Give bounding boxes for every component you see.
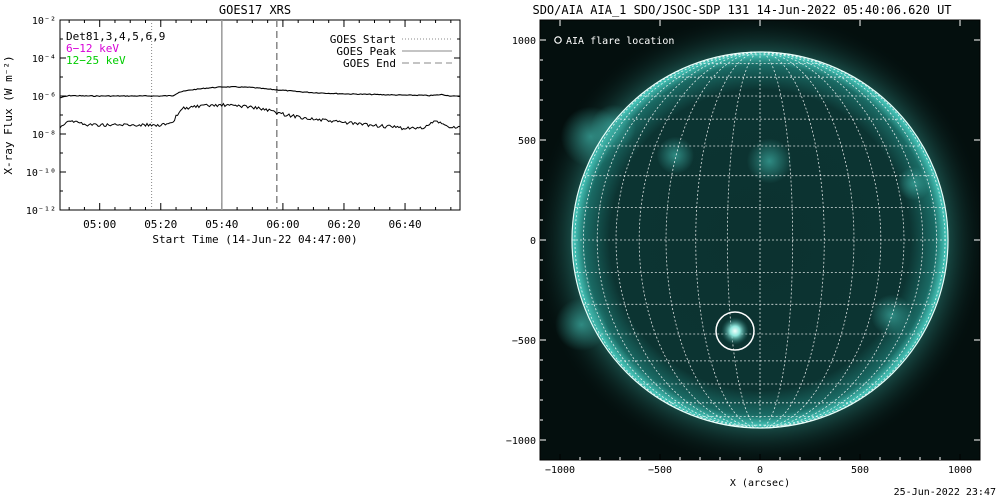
goes-x-tick-label: 05:00 <box>83 218 116 231</box>
goes-left-legend: Det81,3,4,5,6,9 6−12 keV 12−25 keV <box>66 30 165 67</box>
goes-x-axis-label: Start Time (14-Jun-22 04:47:00) <box>152 233 357 246</box>
longitude-line <box>759 51 938 429</box>
active-region-glow <box>555 298 608 351</box>
aia-x-tick-label: −1000 <box>545 465 575 476</box>
longitude-line <box>759 51 905 429</box>
goes-y-tick-labels: 10⁻² 10⁻⁴ 10⁻⁶ 10⁻⁸ 10⁻¹⁰ 10⁻¹² <box>26 16 56 217</box>
aia-y-tick-label: 500 <box>518 136 536 147</box>
goes-y-tick-label: 10⁻⁸ <box>32 130 56 141</box>
aia-legend: AIA flare location <box>554 36 674 47</box>
legend-goes-end: GOES End <box>343 57 396 70</box>
longitude-line <box>582 51 761 429</box>
heliographic-grid <box>571 51 949 429</box>
aia-solar-image: SDO/AIA AIA_1 SDO/JSOC-SDP 131 14-Jun-20… <box>506 3 981 489</box>
flare-location-circle <box>715 311 755 351</box>
longitude-line <box>574 51 761 429</box>
longitude-line <box>759 51 946 429</box>
goes-y-tick-label: 10⁻⁴ <box>32 54 56 65</box>
goes-short-channel-line <box>59 102 461 131</box>
aia-x-tick-label: 0 <box>757 465 763 476</box>
timestamp: 25-Jun-2022 23:47 <box>893 487 996 498</box>
goes-y-tick-label: 10⁻⁶ <box>32 92 56 103</box>
longitude-line <box>615 51 761 429</box>
longitude-line <box>665 51 761 429</box>
goes-plot-frame <box>59 19 461 211</box>
goes-x-tick-label: 06:40 <box>388 218 421 231</box>
aia-x-tick-label: −500 <box>648 465 672 476</box>
goes-xrs-chart: GOES17 XRS 10⁻² 10⁻⁴ 10⁻⁶ 10⁻⁸ 10⁻¹⁰ 10⁻¹² 05… <box>2 3 461 246</box>
legend-low-energy: 6−12 keV <box>66 42 119 55</box>
aia-x-tick-label: 1000 <box>948 465 972 476</box>
longitude-line <box>759 51 825 429</box>
goes-y-tick-label: 10⁻² <box>32 16 56 27</box>
aia-y-tick-label: 0 <box>530 236 536 247</box>
goes-chart-title: GOES17 XRS <box>219 3 291 17</box>
flare-legend-icon <box>554 36 562 44</box>
aia-y-tick-label: −1000 <box>506 436 536 447</box>
goes-event-markers <box>151 20 278 210</box>
aia-title: SDO/AIA AIA_1 SDO/JSOC-SDP 131 14-Jun-20… <box>532 3 951 17</box>
flare-brightening <box>721 317 749 345</box>
aia-y-tick-label: 1000 <box>512 36 536 47</box>
active-region-glow <box>897 166 932 201</box>
aia-x-tick-label: 500 <box>851 465 869 476</box>
active-region-glow <box>746 138 792 184</box>
goes-x-tick-label: 06:00 <box>266 218 299 231</box>
goes-x-tick-label: 06:20 <box>327 218 360 231</box>
legend-high-energy: 12−25 keV <box>66 54 126 67</box>
legend-goes-start: GOES Start <box>330 33 396 46</box>
goes-y-axis-label: X-ray Flux (W m⁻²) <box>2 55 15 174</box>
longitude-line <box>759 51 855 429</box>
legend-detectors: Det81,3,4,5,6,9 <box>66 30 165 43</box>
goes-tick-marks <box>60 19 460 211</box>
solar-limb <box>571 51 949 429</box>
flare-legend-label: AIA flare location <box>566 36 674 47</box>
aia-x-axis-label: X (arcsec) <box>730 478 790 489</box>
longitude-line <box>638 51 761 429</box>
goes-x-tick-labels: 05:00 05:20 05:40 06:00 06:20 06:40 <box>83 218 421 231</box>
active-region-glow <box>870 294 913 336</box>
active-region-glow <box>590 104 636 150</box>
goes-y-tick-label: 10⁻¹⁰ <box>26 168 56 179</box>
aia-axis-ticks: −1000 −500 0 500 1000 1000 500 0 −500 −1000 <box>506 20 980 476</box>
active-region-glow <box>656 136 695 175</box>
longitude-line <box>759 51 882 429</box>
goes-series-lines <box>59 86 461 131</box>
longitude-line <box>695 51 761 429</box>
goes-right-legend: GOES Start GOES Peak GOES End <box>330 33 452 70</box>
goes-x-tick-label: 05:40 <box>205 218 238 231</box>
aia-y-tick-label: −500 <box>512 336 536 347</box>
goes-long-channel-line <box>59 86 461 99</box>
goes-x-tick-label: 05:20 <box>144 218 177 231</box>
legend-goes-peak: GOES Peak <box>336 45 396 58</box>
goes-y-tick-label: 10⁻¹² <box>26 206 56 217</box>
